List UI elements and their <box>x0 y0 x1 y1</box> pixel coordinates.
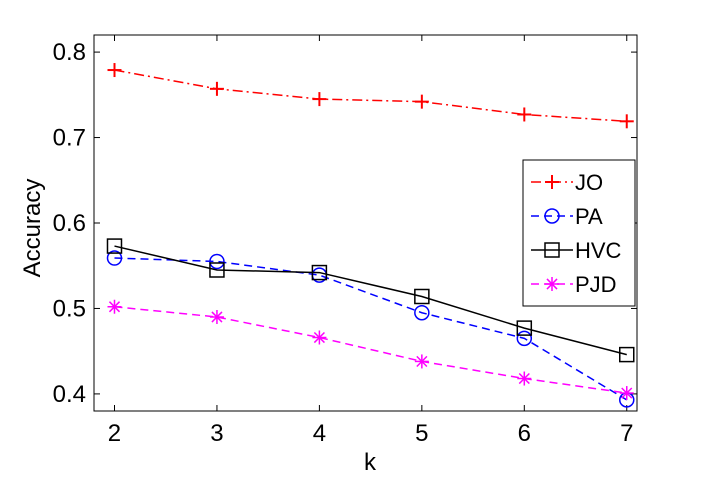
data-point-pa <box>516 330 533 347</box>
marker-circle <box>106 250 123 266</box>
data-point-hvc <box>414 288 430 305</box>
x-tick-label: 7 <box>620 420 633 447</box>
legend-label: PA <box>575 204 603 229</box>
data-point-pa <box>209 253 225 270</box>
marker-square <box>106 238 123 254</box>
data-point-jo <box>312 92 327 107</box>
marker-circle <box>516 330 533 347</box>
data-point-hvc <box>209 262 225 278</box>
data-point-pjd <box>517 371 532 386</box>
x-tick-label: 2 <box>108 420 121 447</box>
legend-marker <box>545 277 559 291</box>
data-point-hvc <box>311 264 328 281</box>
series-hvc <box>106 238 635 363</box>
marker-square <box>414 288 430 305</box>
legend-marker <box>545 175 559 189</box>
y-tick-label: 0.5 <box>53 295 86 322</box>
data-point-pjd <box>107 299 122 314</box>
marker-d2 <box>621 387 633 399</box>
data-point-pa <box>414 304 430 321</box>
marker-circle <box>209 253 225 270</box>
legend-entry-jo: JO <box>531 170 603 195</box>
data-point-hvc <box>619 346 635 363</box>
data-point-jo <box>107 63 122 78</box>
legend: JO PA HVC PJD <box>522 159 636 307</box>
marker-square <box>619 346 635 363</box>
x-tick-label: 6 <box>518 420 531 447</box>
legend-label: PJD <box>575 272 617 297</box>
axis-ticks: 2 3 4 5 6 7 0.4 0.5 0.6 0.7 0.8 <box>53 35 637 447</box>
data-point-hvc <box>516 320 533 336</box>
marker-d2 <box>108 301 121 313</box>
y-tick-label: 0.7 <box>53 125 86 152</box>
legend-label: JO <box>575 170 603 195</box>
series-line-jo <box>114 69 627 123</box>
series-pjd <box>107 299 634 401</box>
legend-marker <box>544 242 560 258</box>
series-line-pa <box>114 257 628 401</box>
marker-d2 <box>313 331 325 344</box>
y-axis-title: Accuracy <box>19 179 46 278</box>
data-point-jo <box>209 81 224 96</box>
legend-entry-pjd: PJD <box>531 272 617 297</box>
marker-d2 <box>546 278 558 290</box>
data-point-pjd <box>414 354 429 369</box>
marker-square <box>544 242 560 258</box>
x-tick-label: 5 <box>415 420 428 447</box>
legend-label: HVC <box>575 238 622 263</box>
y-tick-label: 0.8 <box>53 39 86 66</box>
legend-box <box>522 159 636 307</box>
data-point-jo <box>619 114 634 129</box>
marker-square <box>209 262 225 278</box>
data-point-pjd <box>619 386 634 401</box>
x-tick-label: 3 <box>210 420 223 447</box>
legend-entry-pa: PA <box>531 204 603 229</box>
data-point-hvc <box>106 238 123 254</box>
marker-circle <box>414 304 430 321</box>
legend-entry-hvc: HVC <box>531 238 622 263</box>
x-tick-label: 4 <box>313 420 326 447</box>
data-point-pjd <box>312 330 327 345</box>
marker-d2 <box>211 311 223 323</box>
series-line-pjd <box>114 305 627 394</box>
legend-marker <box>544 208 560 224</box>
series-layer <box>106 63 635 408</box>
series-line-hvc <box>114 245 627 356</box>
x-axis-title: k <box>364 449 377 476</box>
marker-d2 <box>518 372 530 385</box>
marker-square <box>311 264 328 281</box>
y-tick-label: 0.6 <box>53 210 86 237</box>
data-point-jo <box>414 94 429 109</box>
y-tick-label: 0.4 <box>53 381 86 408</box>
data-point-pa <box>106 250 123 266</box>
marker-d2 <box>416 355 428 368</box>
data-point-jo <box>517 107 532 122</box>
series-jo <box>107 63 634 129</box>
marker-square <box>516 320 533 336</box>
data-point-pjd <box>209 310 224 324</box>
marker-circle <box>544 208 560 224</box>
